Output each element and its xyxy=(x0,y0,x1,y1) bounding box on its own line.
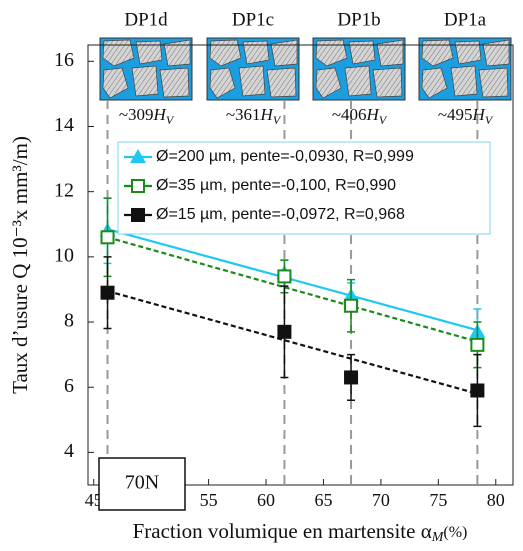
hardness-unit-sub: V xyxy=(166,113,175,127)
legend-label: Ø=200 µm, pente=-0,0930, R=0,999 xyxy=(156,148,414,165)
x-tick-label: 45 xyxy=(85,490,103,510)
x-tick-label: 60 xyxy=(257,490,275,510)
data-point xyxy=(344,370,359,385)
hardness-unit-sub: V xyxy=(485,113,494,127)
y-tick-label: 14 xyxy=(54,114,74,136)
x-tick-label: 80 xyxy=(487,490,505,510)
legend-box xyxy=(117,141,491,235)
hardness-label: ~495HV xyxy=(438,105,494,127)
micrograph-label: DP1c xyxy=(232,9,274,30)
hardness-value: ~495 xyxy=(438,105,473,124)
micrograph xyxy=(418,37,512,101)
y-tick-label: 8 xyxy=(64,310,74,332)
fit-line xyxy=(107,236,478,343)
hardness-unit: H xyxy=(153,105,168,124)
y-tick-label: 12 xyxy=(54,179,74,201)
x-tick-label: 70 xyxy=(372,490,390,510)
micrograph-label: DP1d xyxy=(124,9,168,30)
y-tick-label: 10 xyxy=(54,244,74,266)
hardness-label: ~406HV xyxy=(332,105,388,127)
hardness-label: ~309HV xyxy=(119,105,175,127)
x-tick-label: 65 xyxy=(314,490,332,510)
x-axis-label: Fraction volumique en martensite αM(%) xyxy=(133,519,468,545)
y-tick-label: 4 xyxy=(64,440,74,462)
hardness-unit: H xyxy=(366,105,381,124)
legend-label: Ø=15 µm, pente=-0,0972, R=0,968 xyxy=(156,206,405,223)
legend-label: Ø=35 µm, pente=-0,100, R=0,990 xyxy=(156,177,396,194)
hardness-value: ~361 xyxy=(226,105,261,124)
x-axis-label-unit: (%) xyxy=(443,524,467,541)
annotation-box xyxy=(98,457,186,511)
data-point xyxy=(100,285,115,300)
hardness-value: ~406 xyxy=(332,105,367,124)
hardness-value: ~309 xyxy=(119,105,154,124)
micrograph-label: DP1b xyxy=(337,9,380,30)
y-tick-label: 6 xyxy=(64,375,74,397)
y-tick-label: 16 xyxy=(54,49,74,71)
fit-line xyxy=(107,290,478,395)
annotation: 70N xyxy=(125,472,159,494)
data-point xyxy=(277,324,292,339)
micrograph xyxy=(206,37,300,101)
data-point xyxy=(277,269,292,284)
micrograph xyxy=(312,37,406,101)
hardness-unit-sub: V xyxy=(379,113,388,127)
x-tick-label: 75 xyxy=(429,490,447,510)
micrograph xyxy=(99,37,193,101)
data-point xyxy=(100,230,115,245)
x-axis-label-sub: M xyxy=(431,530,445,545)
hardness-unit: H xyxy=(472,105,487,124)
plot-frame xyxy=(87,44,514,486)
data-point xyxy=(470,383,485,398)
data-point xyxy=(344,298,359,313)
data-point xyxy=(470,337,485,352)
hardness-unit-sub: V xyxy=(273,113,282,127)
micrograph-label: DP1a xyxy=(444,9,487,30)
x-axis-label-main: Fraction volumique en martensite α xyxy=(133,519,432,543)
legend-marker xyxy=(130,149,146,163)
hardness-label: ~361HV xyxy=(226,105,282,127)
legend-marker xyxy=(131,179,145,193)
fit-line xyxy=(107,228,478,332)
y-axis-label: Taux d’usure Q 10⁻³x mm³/m) xyxy=(8,136,32,394)
hardness-unit: H xyxy=(260,105,275,124)
legend-marker xyxy=(131,208,145,222)
x-tick-label: 55 xyxy=(200,490,218,510)
